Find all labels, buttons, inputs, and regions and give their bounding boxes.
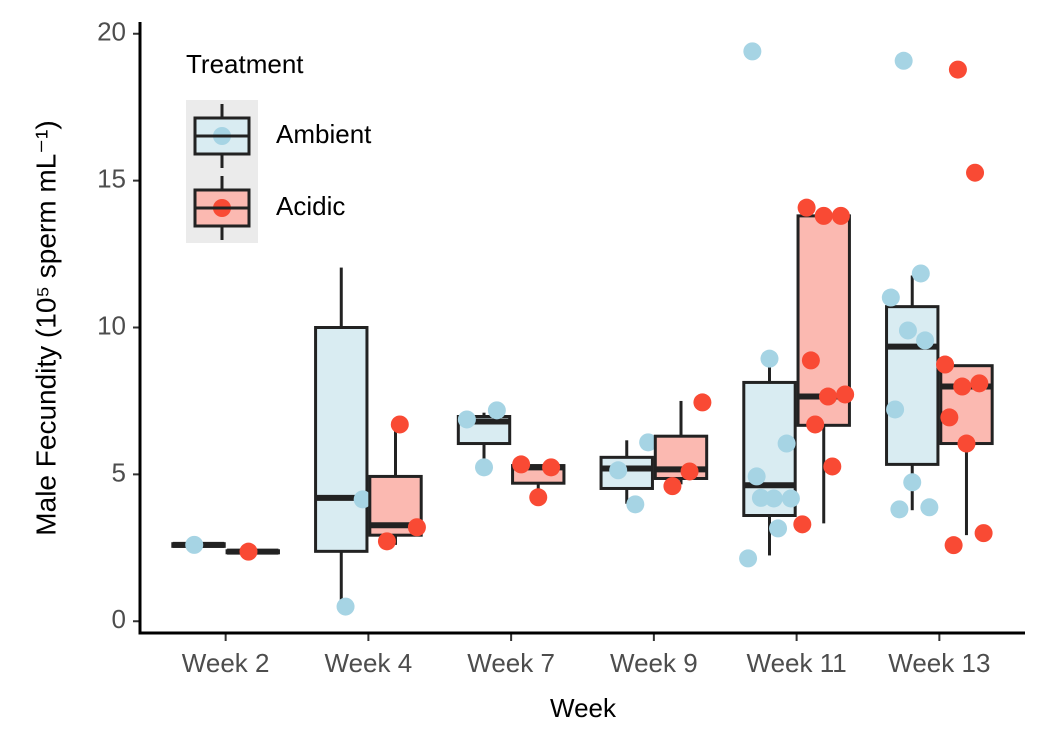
y-tick-label: 0: [112, 604, 126, 634]
data-point: [920, 498, 939, 517]
data-point: [894, 51, 913, 70]
data-point: [542, 458, 561, 477]
data-point: [751, 488, 770, 507]
data-point: [760, 349, 779, 368]
x-tick-label: Week 9: [610, 648, 698, 678]
data-point: [407, 518, 426, 537]
data-point: [239, 542, 258, 561]
data-point: [739, 549, 758, 568]
data-point: [886, 400, 905, 419]
data-point: [903, 473, 922, 492]
data-point: [797, 198, 816, 217]
data-point: [663, 477, 682, 496]
data-point: [911, 264, 930, 283]
data-point: [806, 415, 825, 434]
data-point: [974, 524, 993, 543]
data-point: [890, 500, 909, 519]
data-point: [781, 489, 800, 508]
data-point: [801, 351, 820, 370]
x-tick-label: Week 7: [467, 648, 555, 678]
data-point: [353, 490, 372, 509]
data-point: [940, 408, 959, 427]
y-tick-label: 5: [112, 457, 126, 487]
data-point: [793, 515, 812, 534]
data-point: [769, 519, 788, 538]
data-point: [966, 163, 985, 182]
legend-title: Treatment: [186, 49, 304, 79]
data-point: [936, 355, 955, 374]
x-tick-label: Week 13: [888, 648, 990, 678]
data-point: [944, 536, 963, 555]
data-point: [823, 457, 842, 476]
data-point: [898, 321, 917, 340]
x-tick-label: Week 4: [325, 648, 413, 678]
data-point: [390, 415, 409, 434]
data-point: [819, 387, 838, 406]
data-point: [512, 455, 531, 474]
legend-label: Acidic: [276, 191, 345, 221]
data-point: [336, 597, 355, 616]
y-axis-label: Male Fecundity (10⁵ sperm mL⁻¹): [30, 120, 61, 535]
y-tick-label: 20: [97, 17, 126, 47]
y-tick-label: 15: [97, 164, 126, 194]
data-point: [881, 288, 900, 307]
data-point: [457, 410, 476, 429]
data-point: [831, 206, 850, 225]
data-point: [777, 434, 796, 453]
data-point: [747, 467, 766, 486]
data-point: [680, 462, 699, 481]
data-point: [693, 393, 712, 412]
data-point: [743, 42, 762, 61]
data-point: [475, 458, 494, 477]
data-point: [377, 532, 396, 551]
data-point: [487, 401, 506, 420]
data-point: [609, 461, 628, 480]
y-tick-label: 10: [97, 310, 126, 340]
data-point: [626, 495, 645, 514]
data-point: [185, 535, 204, 554]
x-tick-label: Week 2: [182, 648, 270, 678]
box: [314, 326, 369, 553]
data-point: [957, 434, 976, 453]
data-point: [814, 206, 833, 225]
data-point: [836, 385, 855, 404]
data-point: [970, 374, 989, 393]
x-tick-label: Week 11: [747, 648, 847, 678]
data-point: [916, 331, 935, 350]
data-point: [639, 433, 658, 452]
x-axis-label: Week: [550, 693, 617, 723]
data-point: [953, 377, 972, 396]
data-point: [529, 488, 548, 507]
data-point: [764, 489, 783, 508]
legend-label: Ambient: [276, 119, 372, 149]
data-point: [948, 60, 967, 79]
